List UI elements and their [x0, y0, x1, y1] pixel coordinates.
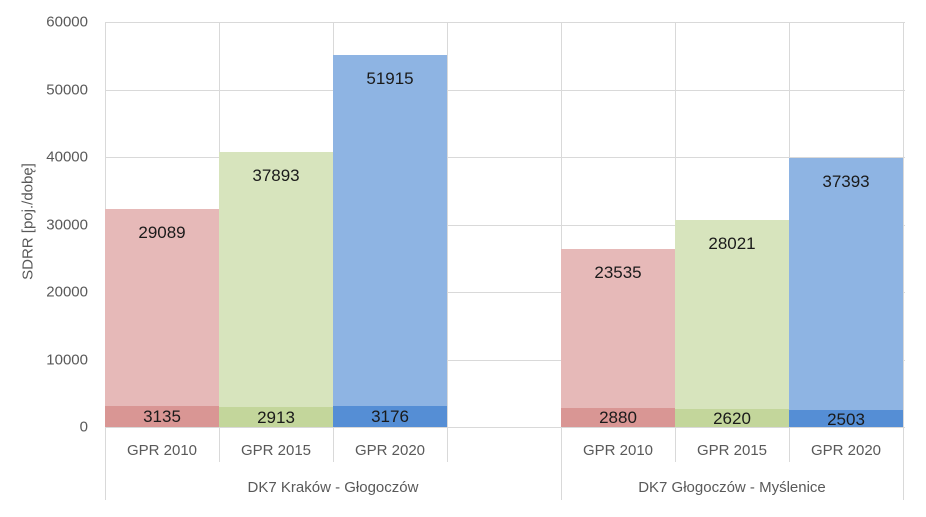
- data-label-lower: 2913: [257, 408, 295, 428]
- horizontal-gridline: [105, 89, 905, 91]
- x-axis-line: [105, 427, 905, 428]
- bar-segment-lower: [333, 405, 447, 427]
- horizontal-gridline: [105, 224, 905, 226]
- y-tick-label: 0: [79, 418, 88, 436]
- data-label-lower: 3135: [143, 407, 181, 427]
- y-tick-label: 60000: [46, 13, 88, 31]
- bar-segment-upper: [333, 55, 447, 406]
- y-tick-label: 40000: [46, 148, 88, 166]
- data-label-upper: 51915: [366, 69, 414, 89]
- horizontal-gridline: [105, 22, 905, 23]
- bar-segment-lower: [219, 407, 333, 427]
- data-label-upper: 29089: [138, 223, 186, 243]
- y-tick-label: 20000: [46, 283, 88, 301]
- x-category-label: GPR 2015: [240, 442, 312, 459]
- horizontal-gridline: [105, 359, 905, 361]
- bar-segment-lower: [105, 405, 219, 427]
- data-label-upper: 37393: [822, 171, 870, 191]
- horizontal-gridline: [105, 157, 905, 158]
- y-tick-label: 10000: [46, 351, 88, 368]
- data-label-lower: 2880: [599, 408, 637, 428]
- x-category-label: GPR 2010: [582, 442, 654, 459]
- bar-segment-upper: [789, 157, 903, 411]
- data-label-lower: 3176: [371, 407, 409, 427]
- y-tick-label: 50000: [46, 81, 88, 98]
- bar-segment-lower: [789, 410, 903, 427]
- y-axis-title: SDRR [poj./dobę]: [19, 163, 37, 280]
- bar-segment-upper: [561, 248, 675, 408]
- x-category-label: GPR 2020: [810, 442, 882, 459]
- x-category-label: GPR 2015: [696, 442, 768, 459]
- bar-segment-upper: [675, 220, 789, 410]
- y-tick-label: 30000: [46, 216, 88, 233]
- horizontal-gridline: [105, 292, 905, 293]
- bar-segment-lower: [561, 407, 675, 427]
- data-label-upper: 28021: [708, 234, 756, 254]
- group-label-krakow-glogoczow: DK7 Kraków - Głogoczów: [247, 479, 419, 496]
- data-label-upper: 23535: [594, 262, 642, 282]
- vertical-gridline: [447, 22, 448, 462]
- x-category-label: GPR 2010: [126, 442, 198, 459]
- data-label-lower: 2620: [713, 409, 751, 429]
- x-category-label: GPR 2020: [354, 442, 426, 459]
- data-label-upper: 37893: [252, 165, 300, 185]
- bar-segment-upper: [105, 209, 219, 406]
- data-label-lower: 2503: [827, 409, 865, 429]
- bar-segment-upper: [219, 151, 333, 408]
- group-label-glogoczow-myslenice: DK7 Głogoczów - Myślenice: [638, 479, 826, 496]
- vertical-gridline: [903, 22, 904, 500]
- bar-segment-lower: [675, 409, 789, 427]
